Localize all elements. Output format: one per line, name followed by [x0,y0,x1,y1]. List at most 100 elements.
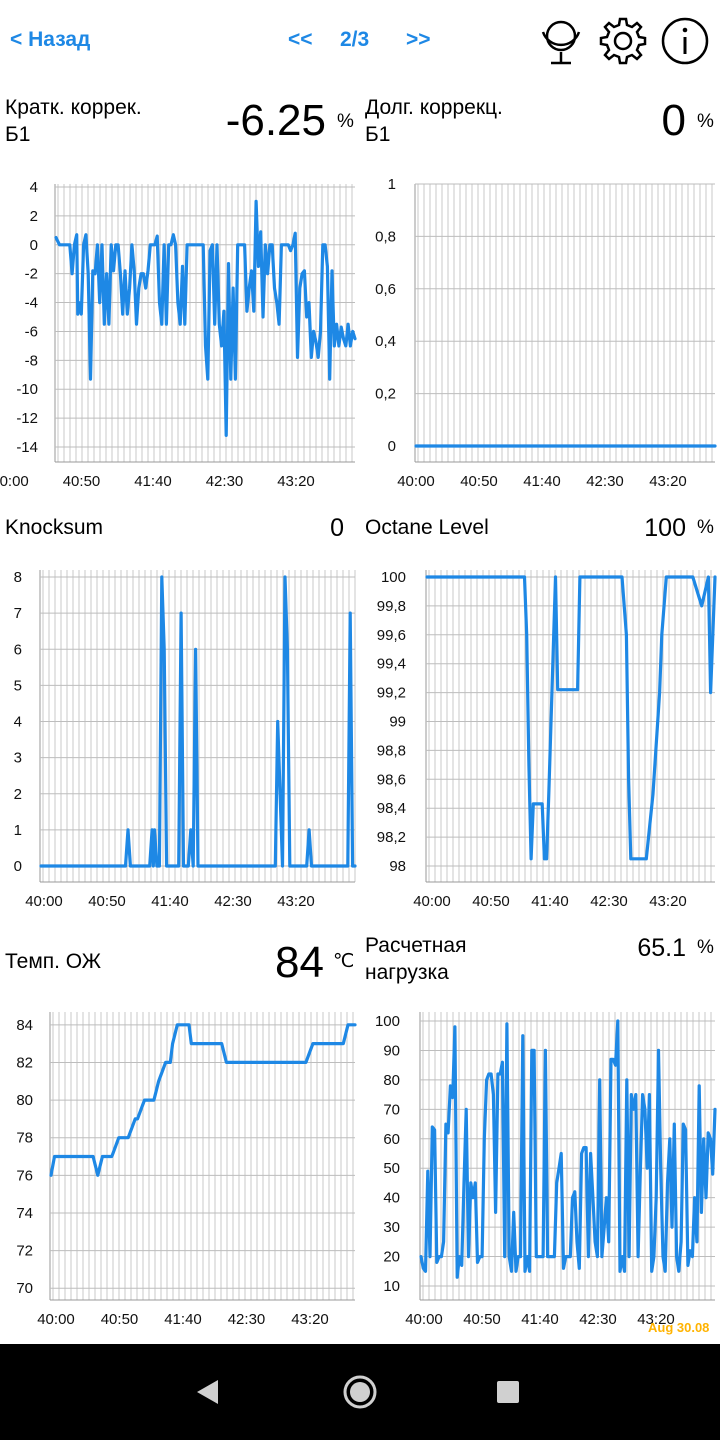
chart-octane-level: 100 99,8 99,6 99,4 99,2 99 98,8 98,6 98,4 98,2 98 4… [377,569,717,910]
y-tick-label: 100 [375,1013,400,1030]
x-tick-label: 43:20 [637,1311,675,1328]
y-tick-label: 90 [383,1042,400,1059]
panel-value: 0 [330,514,344,542]
y-tick-label: 7 [14,605,22,622]
y-tick-label: -10 [16,381,38,398]
panel-octane-level: Octane Level 100 % 100 99,8 99,6 99,4 99,2 99… [360,500,720,920]
y-tick-label: 20 [383,1249,400,1266]
panel-value: 84 [275,938,324,987]
y-tick-label: -2 [25,266,38,283]
x-tick-label: 41:40 [151,893,189,910]
x-tick-label: 40:50 [472,893,510,910]
panel-unit: ℃ [333,951,355,972]
x-tick-label: 40:50 [101,1311,139,1328]
x-tick-label: 40:50 [463,1311,501,1328]
x-tick-label: 40:50 [63,473,101,490]
y-tick-label: 0 [388,438,396,455]
y-tick-label: 76 [16,1167,33,1184]
y-tick-label: 99,8 [377,598,406,615]
y-tick-label: -4 [25,295,38,312]
gear-icon[interactable] [596,14,650,68]
y-tick-label: 80 [383,1072,400,1089]
x-tick-label: 41:40 [164,1311,202,1328]
x-tick-label: 41:40 [531,893,569,910]
nav-recent-apps-icon[interactable] [488,1372,528,1412]
panel-long-term-trim: Долг. коррекц. Б1 0 % 1 0,8 0,6 0,4 0,2 0 40:0… [360,86,720,500]
nav-home-icon[interactable] [340,1372,380,1412]
globe-icon[interactable] [534,14,588,68]
panel-short-term-trim: Кратк. коррек. Б1 -6.25 % 4 2 0 -2 -4 -6 -8 -10… [0,86,360,500]
y-tick-label: 98,8 [377,742,406,759]
y-tick-label: 99,6 [377,627,406,644]
x-tick-label: 40:00 [405,1311,443,1328]
y-tick-label: 98,2 [377,829,406,846]
nav-back-icon[interactable] [188,1372,228,1412]
y-tick-label: 98,4 [377,800,406,817]
y-tick-label: 0 [14,858,22,875]
panel-unit: % [697,937,714,958]
x-tick-label: 42:30 [214,893,252,910]
y-tick-label: 1 [388,176,396,193]
x-tick-label: 42:30 [590,893,628,910]
series-line-octane-level [425,575,717,861]
y-tick-label: 0 [30,237,38,254]
panel-unit: % [697,111,714,132]
panel-value: -6.25 [225,96,326,145]
y-tick-label: 2 [30,208,38,225]
series-line-short-term-trim [54,199,357,437]
y-tick-label: 3 [14,750,22,767]
y-tick-label: -6 [25,323,38,340]
panel-title: Knocksum [5,516,104,539]
y-tick-label: -12 [16,410,38,427]
prev-page-button[interactable]: << [288,28,313,51]
chart-knocksum: 8 7 6 5 4 3 2 1 0 40:00 40:50 41:40 42:30 43:20 [14,569,357,910]
series-line-coolant-temp [49,1023,357,1177]
x-tick-label: 43:20 [277,893,315,910]
x-tick-label: 40:50 [460,473,498,490]
timestamp-watermark: Aug 30.08 [648,1320,710,1335]
chart-long-term-trim: 1 0,8 0,6 0,4 0,2 0 40:00 40:50 41:40 42:30 43:20 [375,176,717,490]
y-tick-label: 10 [383,1278,400,1295]
panel-title: Расчетная нагрузка [365,934,467,984]
next-page-button[interactable]: >> [406,28,431,51]
y-tick-label: 8 [14,569,22,586]
y-tick-label: 30 [383,1219,400,1236]
panel-unit: % [697,517,714,538]
back-button[interactable]: < Назад [10,28,91,51]
y-tick-label: 99,2 [377,685,406,702]
x-tick-label: 41:40 [134,473,172,490]
top-bar: < Назад << 2/3 >> [0,0,720,86]
y-tick-label: 70 [383,1101,400,1118]
panel-knocksum: Knocksum 0 8 7 6 5 4 3 2 1 0 40:00 40:50 41:40 42:30… [0,500,360,920]
x-tick-label: 43:20 [291,1311,329,1328]
x-tick-label: 41:40 [523,473,561,490]
panel-title: Долг. коррекц. Б1 [365,96,503,146]
y-tick-label: 84 [16,1017,33,1034]
y-tick-label: 60 [383,1131,400,1148]
series-line-knocksum [39,575,357,868]
y-tick-label: 0,6 [375,281,396,298]
info-icon[interactable] [658,14,712,68]
panel-value: 0 [661,96,686,145]
y-tick-label: 70 [16,1280,33,1297]
panel-title: Темп. ОЖ [5,950,102,973]
y-tick-label: 0,4 [375,333,396,350]
chart-calculated-load: 100 90 80 70 60 50 40 30 20 10 40:00 40:50 41:40 42:3… [375,1012,717,1328]
y-tick-label: 99,4 [377,656,406,673]
y-tick-label: 4 [30,179,38,196]
panel-coolant-temp: Темп. ОЖ 84 ℃ 84 82 80 78 76 74 72 70 40:00 40:50… [0,920,360,1344]
y-tick-label: 0,2 [375,386,396,403]
x-tick-label: 41:40 [521,1311,559,1328]
panel-title: Octane Level [365,516,489,539]
y-tick-label: 40 [383,1190,400,1207]
y-tick-label: 74 [16,1205,33,1222]
y-tick-label: 100 [381,569,406,586]
x-tick-label: 40:00 [25,893,63,910]
y-tick-label: 98,6 [377,771,406,788]
y-tick-label: 98 [389,858,406,875]
x-tick-label: 43:20 [649,473,687,490]
y-tick-label: 6 [14,641,22,658]
y-tick-label: 0,8 [375,228,396,245]
x-tick-label: 40:50 [88,893,126,910]
